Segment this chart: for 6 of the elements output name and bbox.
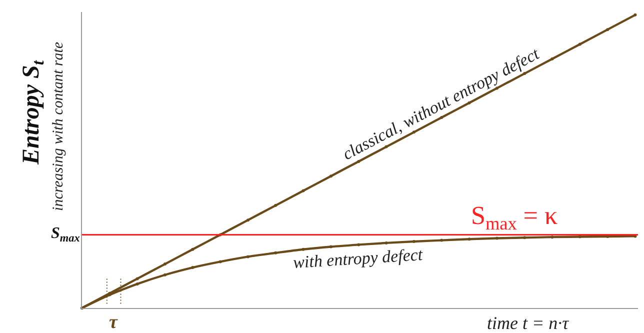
text: increasing with contant rate	[50, 42, 66, 211]
x-axis-title: time t = n·τ	[487, 313, 570, 333]
ref-line-label: S$_{max}$ = κ	[471, 201, 558, 234]
text: τ	[109, 312, 118, 333]
series-label: with entropy defect	[292, 244, 424, 272]
text: S$_{max}$	[51, 225, 80, 244]
